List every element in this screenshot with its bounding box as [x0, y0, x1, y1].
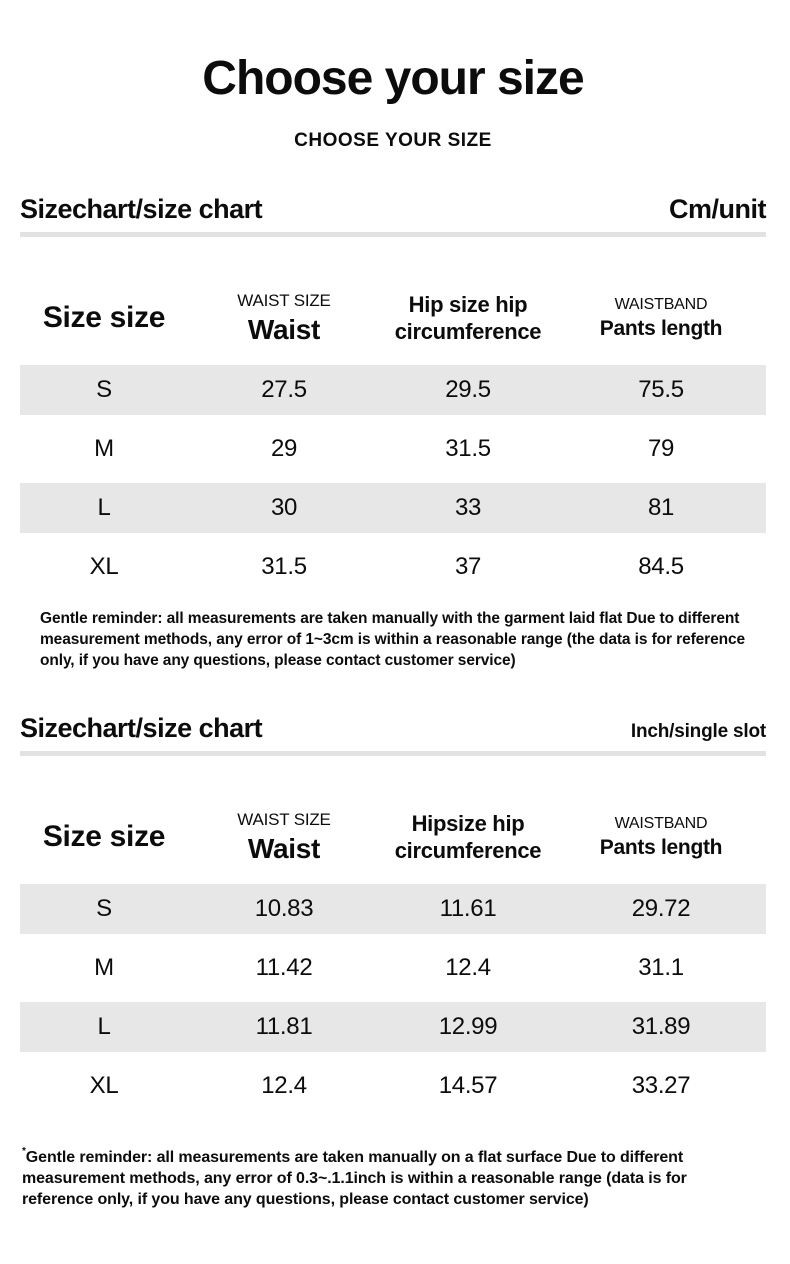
table-row-s: S 10.83 11.61 29.72 — [20, 884, 766, 934]
cell-waist: 30 — [270, 494, 298, 521]
column-header-pants-length: WAISTBAND Pants length — [556, 296, 766, 341]
column-header-size: Size size — [20, 301, 188, 335]
column-label: Size size — [42, 820, 166, 853]
cell-size: L — [97, 494, 111, 521]
section-inch-unit-label: Inch/single slot — [630, 721, 766, 742]
divider-rule — [20, 751, 766, 756]
cell-length: 33.27 — [631, 1072, 691, 1099]
cell-hip: 33 — [454, 494, 482, 521]
size-table-inch: Size size WAIST SIZE Waist Hipsize hip c… — [20, 792, 766, 1111]
table-row-l: L 30 33 81 — [20, 483, 766, 533]
size-table-cm: Size size WAIST SIZE Waist Hip size hip … — [20, 273, 766, 592]
cell-waist: 29 — [270, 435, 298, 462]
cell-hip: 14.57 — [438, 1072, 498, 1099]
cell-length: 31.89 — [631, 1013, 691, 1040]
column-header-waist: WAIST SIZE Waist — [188, 291, 380, 346]
size-guide-page: Choose your size CHOOSE YOUR SIZE Sizech… — [0, 50, 790, 1210]
column-header-hip: Hipsize hip circumference — [380, 810, 556, 865]
divider-rule — [20, 232, 766, 237]
cell-size: M — [94, 954, 114, 981]
cell-length: 75.5 — [638, 376, 684, 403]
column-caption: WAIST SIZE — [237, 290, 331, 310]
cell-size: XL — [89, 553, 119, 580]
section-inch-head: Sizechart/size chart Inch/single slot — [20, 713, 766, 744]
table-header-row: Size size WAIST SIZE Waist Hip size hip … — [20, 273, 766, 363]
column-header-waist: WAIST SIZE Waist — [188, 810, 380, 865]
cell-hip: 31.5 — [445, 435, 491, 462]
cell-size: M — [94, 435, 114, 462]
column-caption: WAISTBAND — [614, 814, 708, 832]
cell-length: 84.5 — [638, 553, 684, 580]
cell-size: S — [96, 376, 112, 403]
cell-size: S — [96, 895, 112, 922]
table-row-xl: XL 31.5 37 84.5 — [20, 542, 766, 592]
cell-hip: 12.4 — [445, 954, 491, 981]
table-row-l: L 11.81 12.99 31.89 — [20, 1002, 766, 1052]
table-row-s: S 27.5 29.5 75.5 — [20, 365, 766, 415]
column-label: Waist — [247, 313, 321, 345]
column-label: Pants length — [599, 835, 723, 859]
gentle-reminder-note-inch: *Gentle reminder: all measurements are t… — [22, 1147, 744, 1210]
cell-length: 29.72 — [631, 895, 691, 922]
column-label: Hip size hip circumference — [394, 291, 542, 345]
column-label: Hipsize hip circumference — [394, 810, 542, 864]
column-header-pants-length: WAISTBAND Pants length — [556, 815, 766, 860]
cell-size: XL — [89, 1072, 119, 1099]
section-cm: Sizechart/size chart Cm/unit Size size W… — [20, 194, 767, 671]
table-header-row: Size size WAIST SIZE Waist Hipsize hip c… — [20, 792, 766, 882]
page-subtitle: CHOOSE YOUR SIZE — [294, 130, 492, 151]
cell-hip: 11.61 — [439, 895, 497, 922]
cell-waist: 12.4 — [261, 1072, 307, 1099]
column-label: Pants length — [599, 316, 723, 340]
section-cm-head: Sizechart/size chart Cm/unit — [20, 194, 767, 225]
section-inch-heading: Sizechart/size chart — [20, 713, 263, 743]
table-row-m: M 11.42 12.4 31.1 — [20, 943, 766, 993]
cell-hip: 12.99 — [438, 1013, 498, 1040]
cell-hip: 37 — [454, 553, 482, 580]
cell-waist: 27.5 — [261, 376, 307, 403]
cell-length: 79 — [647, 435, 675, 462]
cell-waist: 11.81 — [255, 1013, 313, 1040]
table-row-m: M 29 31.5 79 — [20, 424, 766, 474]
cell-waist: 31.5 — [261, 553, 307, 580]
table-row-xl: XL 12.4 14.57 33.27 — [20, 1061, 766, 1111]
column-caption: WAIST SIZE — [237, 809, 331, 829]
column-label: Waist — [247, 832, 321, 864]
note-text: Gentle reminder: all measurements are ta… — [22, 1149, 687, 1208]
column-label: Size size — [42, 301, 166, 334]
column-header-size: Size size — [20, 820, 188, 854]
cell-length: 81 — [647, 494, 675, 521]
cell-length: 31.1 — [638, 954, 684, 981]
cell-size: L — [97, 1013, 111, 1040]
column-header-hip: Hip size hip circumference — [380, 291, 556, 346]
section-cm-unit-label: Cm/unit — [669, 194, 767, 224]
page-title: Choose your size — [202, 52, 584, 105]
cell-waist: 10.83 — [254, 895, 314, 922]
cell-hip: 29.5 — [445, 376, 491, 403]
section-inch: Sizechart/size chart Inch/single slot Si… — [20, 713, 766, 1210]
column-caption: WAISTBAND — [614, 295, 708, 313]
note-asterisk-marker: * — [22, 1146, 26, 1157]
cell-waist: 11.42 — [255, 954, 313, 981]
section-cm-heading: Sizechart/size chart — [20, 194, 263, 224]
gentle-reminder-note-cm: Gentle reminder: all measurements are ta… — [40, 610, 746, 669]
